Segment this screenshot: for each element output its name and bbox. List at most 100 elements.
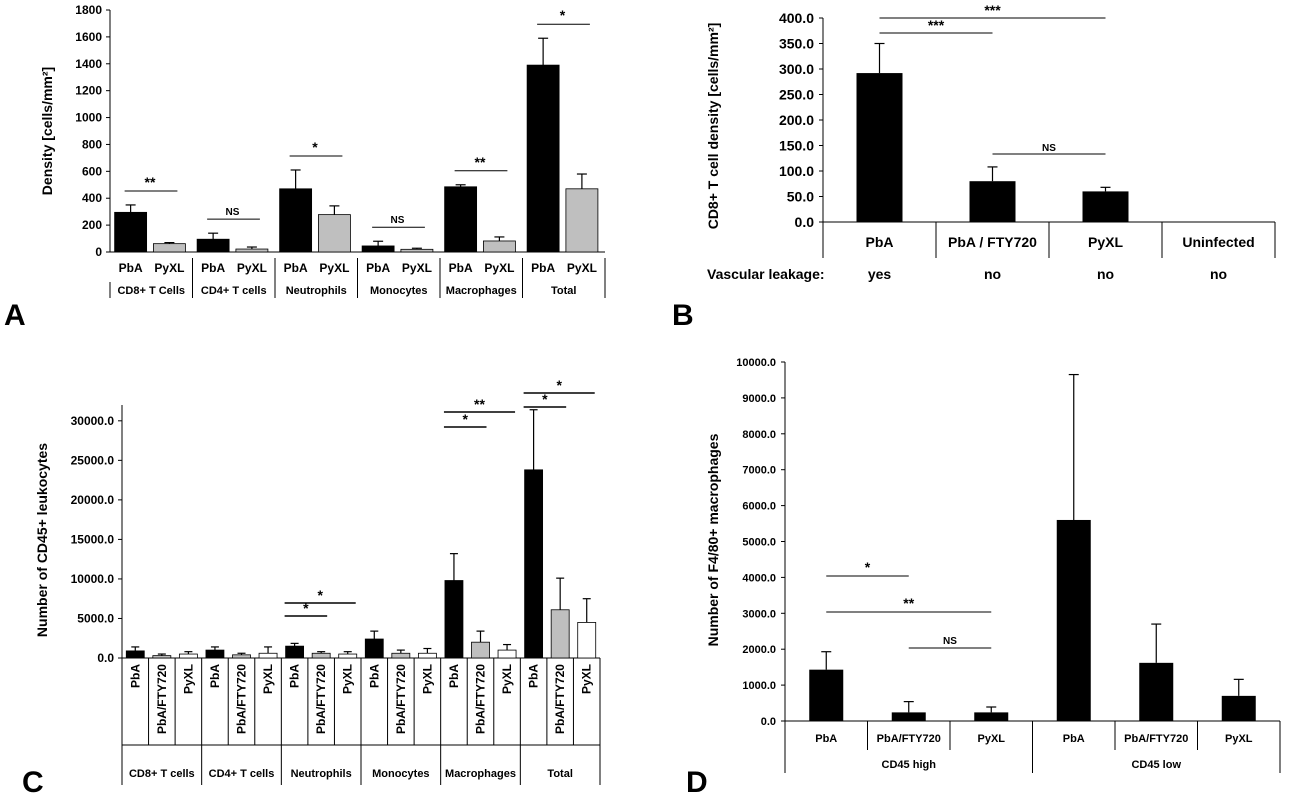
- panel-a-error-bar: [373, 240, 384, 246]
- panel-b-leakage-value: no: [1097, 266, 1114, 282]
- panel-a-significance-label: *: [560, 7, 566, 23]
- panel-b-chart: 0.0 50.0 100.0 150.0 200.0 250.0 300.0 350.0 400…: [705, 2, 1276, 282]
- panel-b-leakage-value: no: [984, 266, 1001, 282]
- panel-b-y-tick-label: 300.0: [779, 61, 814, 77]
- panel-c-bar: [232, 654, 251, 659]
- panel-c-y-tick-label: 25000.0: [71, 453, 115, 467]
- panel-a-significance-label: **: [145, 174, 156, 190]
- panel-c-group-label: Monocytes: [372, 768, 429, 780]
- panel-b-y-tick-label: 200.0: [779, 112, 814, 128]
- panel-a-category-label: PyXL: [319, 261, 349, 275]
- panel-b-bar: [856, 73, 903, 222]
- panel-c-category-label: PbA/FTY720: [235, 664, 249, 734]
- panel-c-category-label: PbA/FTY720: [553, 664, 567, 734]
- panel-a-category-label: PbA: [119, 261, 143, 275]
- panel-a-category-label: PyXL: [567, 261, 597, 275]
- panel-a-category-label: PbA: [201, 261, 225, 275]
- panel-d-y-tick-label: 2000.0: [742, 644, 776, 656]
- panel-d-bar: [891, 712, 926, 721]
- panel-c-error-bar: [449, 553, 458, 581]
- panel-c-group-label: Total: [547, 768, 572, 780]
- panel-c-category-label: PyXL: [420, 664, 434, 694]
- panel-b-error-bar: [874, 42, 885, 74]
- panel-c-y-tick-label: 20000.0: [71, 493, 115, 507]
- panel-a-significance-label: NS: [391, 215, 405, 226]
- panel-a-bar-pyxl: [152, 243, 186, 253]
- panel-c-category-label: PbA/FTY720: [155, 664, 169, 734]
- panel-c-significance-label: *: [303, 600, 309, 616]
- panel-a-bar-pba: [361, 245, 395, 253]
- panel-b-y-tick-label: 350.0: [779, 36, 814, 52]
- panel-b-y-tick-label: 250.0: [779, 87, 814, 103]
- panel-b-y-tick-label: 50.0: [787, 189, 814, 205]
- panel-d-y-tick-label: 3000.0: [742, 608, 776, 620]
- panel-b-y-tick-label: 0.0: [795, 214, 815, 230]
- panel-a-category-label: PyXL: [484, 261, 514, 275]
- panel-a-bar-pyxl: [400, 248, 434, 253]
- panel-c-significance-label: *: [317, 587, 323, 603]
- panel-c-error-bar: [582, 598, 591, 623]
- panel-d-error-bar: [1233, 678, 1244, 696]
- panel-c-category-label: PbA: [128, 664, 142, 688]
- panel-c-bar: [205, 649, 225, 659]
- panel-d-error-bar: [1068, 373, 1079, 520]
- panel-d-y-tick-label: 9000.0: [742, 393, 776, 405]
- panel-c-category-label: PyXL: [181, 664, 195, 694]
- panel-d-error-bar: [986, 706, 997, 713]
- panel-c-error-bar: [370, 630, 379, 640]
- panel-a-bar-pyxl: [482, 240, 516, 253]
- panel-a-y-tick-label: 1800: [75, 3, 102, 17]
- panel-c-error-bar: [476, 630, 485, 643]
- panel-b-bar: [1082, 191, 1129, 222]
- panel-a-significance-label: NS: [226, 207, 240, 218]
- panel-c-y-tick-label: 30000.0: [71, 414, 115, 428]
- panel-d-category-label: PbA/FTY720: [1124, 733, 1188, 745]
- panel-c-error-bar: [529, 409, 538, 470]
- panel-d-y-tick-label: 4000.0: [742, 572, 776, 584]
- panel-d-category-label: PyXL: [977, 733, 1005, 745]
- panel-c-bar: [311, 652, 331, 659]
- panel-a-group-label: CD8+ T Cells: [117, 285, 185, 297]
- panel-b-error-bar: [987, 166, 998, 182]
- panel-a-category-label: PyXL: [154, 261, 184, 275]
- panel-a-error-bar: [246, 246, 257, 250]
- panel-a-group-label: Macrophages: [446, 285, 517, 297]
- panel-c-y-tick-label: 15000.0: [71, 532, 115, 546]
- panel-c-category-label: PyXL: [580, 664, 594, 694]
- panel-a-category-label: PbA: [366, 261, 390, 275]
- panel-b-error-bar: [1100, 186, 1111, 192]
- panel-c-significance-label: *: [542, 391, 548, 407]
- panel-b-y-axis-label: CD8+ T cell density [cells/mm²]: [705, 23, 721, 230]
- panel-c-bar: [364, 638, 384, 659]
- panel-a-error-bar: [208, 232, 219, 240]
- panel-a-y-tick-label: 200: [82, 218, 102, 232]
- panel-c-category-label: PyXL: [500, 664, 514, 694]
- panel-d-category-label: PyXL: [1225, 733, 1253, 745]
- panel-b-bar: [969, 181, 1016, 222]
- panel-a-category-label: PyXL: [237, 261, 267, 275]
- panel-a-y-tick-label: 400: [82, 191, 102, 205]
- panel-a-bar-pba: [444, 186, 478, 253]
- panel-c-bar: [444, 580, 464, 659]
- panel-c-bar: [577, 622, 597, 659]
- panel-c-error-bar: [396, 649, 405, 654]
- panel-d-category-label: PbA: [1063, 733, 1085, 745]
- panel-d-y-tick-label: 5000.0: [742, 537, 776, 549]
- panel-d-y-axis-label: Number of F4/80+ macrophages: [705, 433, 721, 646]
- panel-c-error-bar: [503, 643, 512, 651]
- panel-c-significance-label: **: [474, 396, 485, 412]
- panel-c-bar: [391, 652, 411, 659]
- panel-c-error-bar: [210, 646, 219, 651]
- panel-c-group-label: CD8+ T cells: [129, 768, 195, 780]
- panel-c-error-bar: [317, 651, 326, 654]
- panel-b-category-label: PbA: [866, 234, 894, 250]
- panel-letter-b: B: [672, 299, 694, 332]
- panel-a-bar-pba: [196, 238, 230, 253]
- panel-a-error-bar: [538, 37, 549, 66]
- panel-c-bar: [285, 645, 305, 659]
- panel-c-error-bar: [237, 652, 246, 655]
- panel-d-bar: [1221, 695, 1256, 721]
- panel-d-significance-label: *: [865, 559, 871, 575]
- panel-d-y-tick-label: 10000.0: [736, 357, 776, 369]
- panel-c-bar: [550, 609, 570, 659]
